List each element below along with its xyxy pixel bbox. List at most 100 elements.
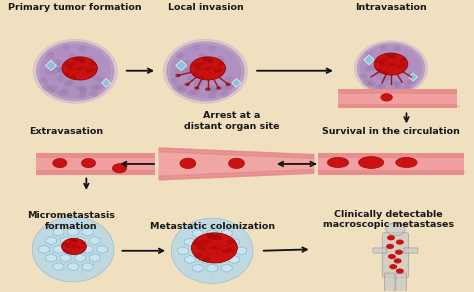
Circle shape <box>63 243 67 246</box>
Circle shape <box>81 246 85 249</box>
Ellipse shape <box>391 81 397 86</box>
Circle shape <box>389 264 397 269</box>
Circle shape <box>214 235 222 240</box>
Text: Primary tumor formation: Primary tumor formation <box>9 3 142 12</box>
Ellipse shape <box>91 85 98 90</box>
Circle shape <box>205 88 210 91</box>
Circle shape <box>192 72 199 77</box>
Ellipse shape <box>167 42 244 101</box>
Circle shape <box>89 62 96 66</box>
Circle shape <box>206 58 212 62</box>
Ellipse shape <box>215 72 222 77</box>
Ellipse shape <box>365 66 371 71</box>
Ellipse shape <box>357 43 425 94</box>
Circle shape <box>208 58 214 62</box>
Ellipse shape <box>376 84 383 89</box>
Circle shape <box>227 247 235 252</box>
Ellipse shape <box>46 52 54 58</box>
Circle shape <box>112 164 127 173</box>
Circle shape <box>376 68 383 72</box>
Ellipse shape <box>355 41 428 96</box>
Circle shape <box>67 251 72 254</box>
Ellipse shape <box>368 81 375 86</box>
Bar <box>36 153 155 158</box>
Ellipse shape <box>57 76 64 81</box>
Ellipse shape <box>78 93 86 98</box>
Circle shape <box>71 239 75 242</box>
Ellipse shape <box>79 57 86 63</box>
Bar <box>318 153 464 175</box>
Ellipse shape <box>199 53 206 59</box>
Circle shape <box>81 242 85 245</box>
Ellipse shape <box>376 65 383 70</box>
Ellipse shape <box>67 80 74 85</box>
Ellipse shape <box>188 67 196 73</box>
Circle shape <box>70 75 77 79</box>
Ellipse shape <box>208 93 216 98</box>
Ellipse shape <box>55 60 62 65</box>
Ellipse shape <box>56 66 64 72</box>
Ellipse shape <box>358 157 384 168</box>
Circle shape <box>382 70 388 74</box>
Circle shape <box>391 55 397 59</box>
Circle shape <box>62 238 86 255</box>
Ellipse shape <box>95 76 102 82</box>
Ellipse shape <box>360 45 421 91</box>
Ellipse shape <box>218 63 226 69</box>
FancyBboxPatch shape <box>396 273 407 292</box>
Ellipse shape <box>216 56 224 62</box>
Ellipse shape <box>394 56 401 61</box>
Circle shape <box>226 83 231 86</box>
Circle shape <box>394 258 401 263</box>
Ellipse shape <box>366 52 372 57</box>
Circle shape <box>201 57 208 61</box>
Polygon shape <box>364 55 374 65</box>
Circle shape <box>191 63 198 67</box>
Ellipse shape <box>402 61 409 66</box>
Circle shape <box>217 62 224 66</box>
Ellipse shape <box>58 90 65 96</box>
Ellipse shape <box>381 77 387 81</box>
Ellipse shape <box>63 44 70 50</box>
Circle shape <box>396 268 404 274</box>
Ellipse shape <box>91 91 98 97</box>
Circle shape <box>212 234 220 240</box>
Circle shape <box>386 244 394 249</box>
Circle shape <box>63 249 68 252</box>
Ellipse shape <box>385 53 392 58</box>
Circle shape <box>217 67 224 72</box>
Ellipse shape <box>328 157 349 168</box>
Ellipse shape <box>399 69 406 74</box>
Circle shape <box>384 53 391 57</box>
Circle shape <box>64 245 69 248</box>
Circle shape <box>194 253 202 258</box>
Circle shape <box>214 69 220 73</box>
Circle shape <box>175 74 181 77</box>
Circle shape <box>206 233 214 238</box>
Circle shape <box>185 83 190 86</box>
Ellipse shape <box>369 65 376 70</box>
Ellipse shape <box>64 81 71 86</box>
Circle shape <box>191 233 237 263</box>
Circle shape <box>89 67 96 72</box>
Circle shape <box>201 239 209 245</box>
Ellipse shape <box>383 76 390 81</box>
Ellipse shape <box>376 65 383 70</box>
Ellipse shape <box>373 58 380 63</box>
Ellipse shape <box>194 81 201 86</box>
Circle shape <box>78 247 82 250</box>
Circle shape <box>228 158 245 168</box>
Circle shape <box>53 159 67 168</box>
Circle shape <box>66 242 71 245</box>
Bar <box>36 153 155 175</box>
Text: Intravasation: Intravasation <box>355 3 427 12</box>
Circle shape <box>69 238 73 241</box>
Circle shape <box>180 158 196 168</box>
Bar <box>338 89 457 108</box>
Ellipse shape <box>379 84 386 89</box>
Ellipse shape <box>88 63 95 69</box>
Ellipse shape <box>193 44 201 50</box>
Circle shape <box>374 53 408 75</box>
Polygon shape <box>101 79 111 87</box>
Circle shape <box>381 58 387 62</box>
